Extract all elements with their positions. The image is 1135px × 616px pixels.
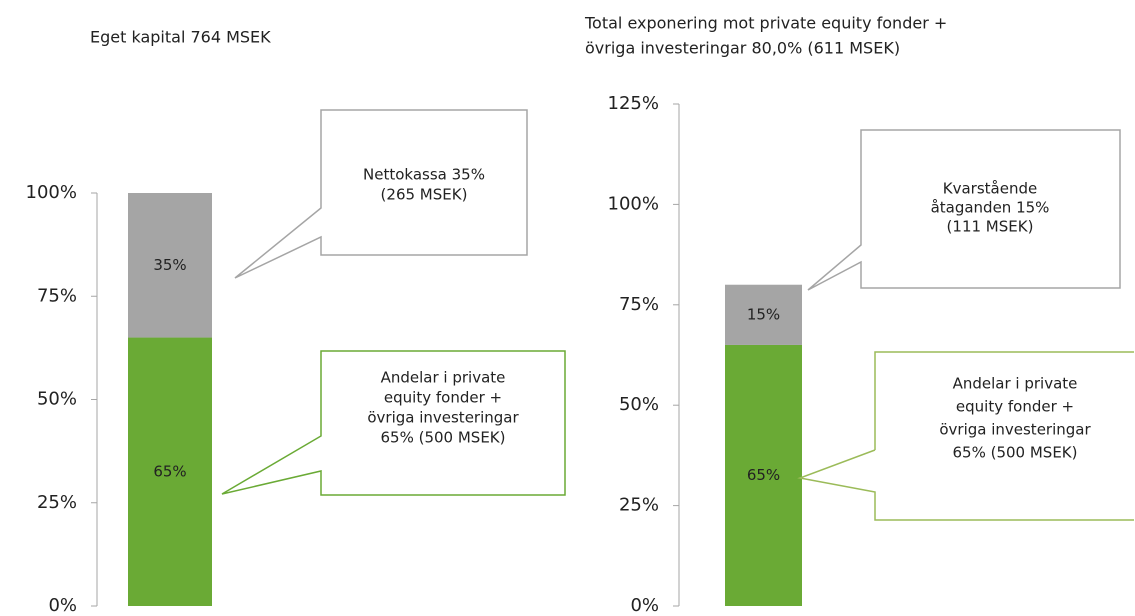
- callout-text: equity fonder +: [956, 398, 1074, 416]
- callout: [797, 351, 1134, 521]
- y-tick-label: 0%: [630, 595, 659, 616]
- y-tick-label: 50%: [37, 389, 77, 410]
- callout-text: (265 MSEK): [381, 186, 468, 204]
- chart-title: Eget kapital 764 MSEK: [90, 28, 271, 47]
- callout-text: equity fonder +: [384, 389, 502, 407]
- bar-label: 65%: [747, 466, 780, 484]
- callout-text: 65% (500 MSEK): [381, 429, 506, 447]
- y-tick-label: 50%: [619, 394, 659, 415]
- bar-segment: [725, 344, 802, 606]
- chart-title: övriga investeringar 80,0% (611 MSEK): [585, 39, 900, 58]
- y-tick-label: 75%: [619, 294, 659, 315]
- callout-text: åtaganden 15%: [931, 199, 1050, 217]
- bar-label: 15%: [747, 305, 780, 323]
- bar-label: 35%: [153, 256, 186, 274]
- y-tick-label: 25%: [37, 492, 77, 513]
- callout: [807, 129, 1121, 291]
- bar-label: 65%: [153, 462, 186, 480]
- bar-segment: [725, 284, 802, 345]
- callout: [234, 109, 528, 279]
- callout: [221, 350, 566, 496]
- callout-text: övriga investeringar: [367, 409, 519, 427]
- y-tick-label: 25%: [619, 495, 659, 516]
- bar-segment: [128, 337, 212, 606]
- chart-title: Total exponering mot private equity fond…: [584, 14, 947, 33]
- callout-text: övriga investeringar: [939, 421, 1091, 439]
- callout-text: Andelar i private: [953, 375, 1078, 393]
- callout-text: Nettokassa 35%: [363, 166, 485, 184]
- y-tick-label: 125%: [608, 93, 659, 114]
- y-tick-label: 100%: [608, 193, 659, 214]
- callout-text: Andelar i private: [381, 369, 506, 387]
- y-tick-label: 0%: [48, 595, 77, 616]
- callout-text: 65% (500 MSEK): [953, 444, 1078, 462]
- y-tick-label: 75%: [37, 285, 77, 306]
- bar-segment: [128, 193, 212, 338]
- callout-text: Kvarstående: [943, 180, 1037, 198]
- callout-text: (111 MSEK): [947, 218, 1034, 236]
- y-tick-label: 100%: [26, 182, 77, 203]
